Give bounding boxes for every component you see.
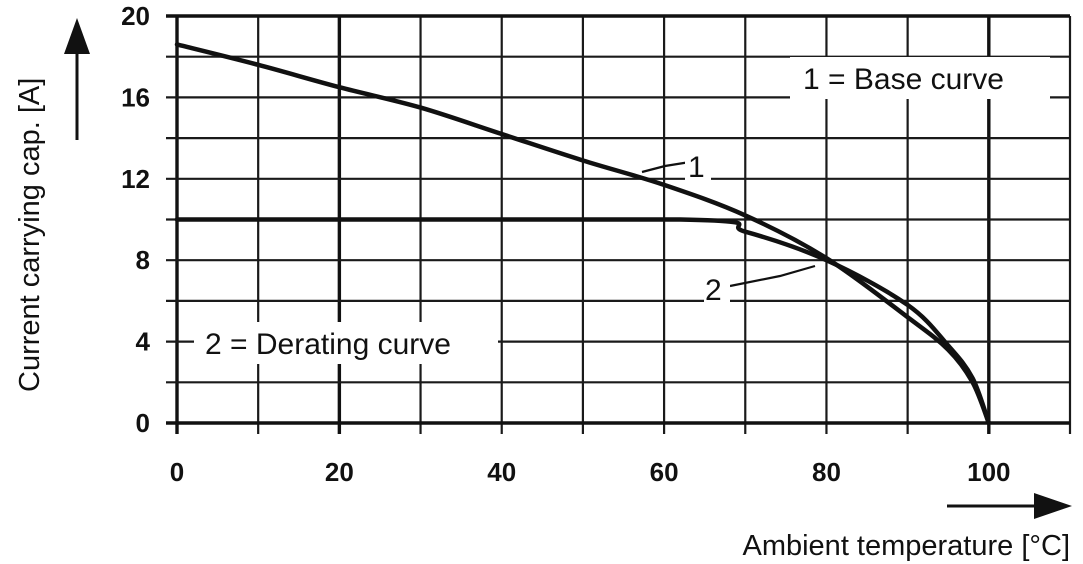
curve-2-label-box (704, 272, 730, 306)
x-axis-arrow-icon (947, 493, 1072, 519)
x-tick-label: 60 (650, 457, 679, 487)
y-axis-arrow-icon (64, 18, 90, 140)
curve-2-leader (729, 264, 816, 288)
x-tick-label: 20 (325, 457, 354, 487)
curve-1-leader (641, 160, 691, 174)
curve-1-label: 1 (688, 151, 705, 184)
legend-box-2 (194, 322, 498, 364)
y-tick-label: 4 (136, 327, 151, 357)
y-tick-label: 16 (121, 82, 150, 112)
series-curve-2 (174, 217, 992, 426)
legend-box-1 (790, 57, 1050, 99)
y-tick-label: 20 (121, 1, 150, 31)
curve-1-label-box (685, 147, 711, 181)
y-axis-title: Current carrying cap. [A] (14, 78, 46, 392)
y-tick-label: 12 (121, 164, 150, 194)
x-tick-label: 80 (812, 457, 841, 487)
y-tick-label: 8 (136, 245, 150, 275)
curve-2-label: 2 (705, 274, 722, 307)
series-curve-1 (174, 42, 992, 426)
series-group (174, 42, 992, 426)
x-tick-label: 0 (170, 457, 184, 487)
legend-derating-curve: 2 = Derating curve (205, 328, 451, 361)
x-tick-label: 40 (487, 457, 516, 487)
x-axis-title: Ambient temperature [°C] (742, 530, 1070, 562)
x-tick-label: 100 (967, 457, 1010, 487)
legend-base-curve: 1 = Base curve (803, 63, 1004, 96)
y-tick-label: 0 (136, 408, 150, 438)
